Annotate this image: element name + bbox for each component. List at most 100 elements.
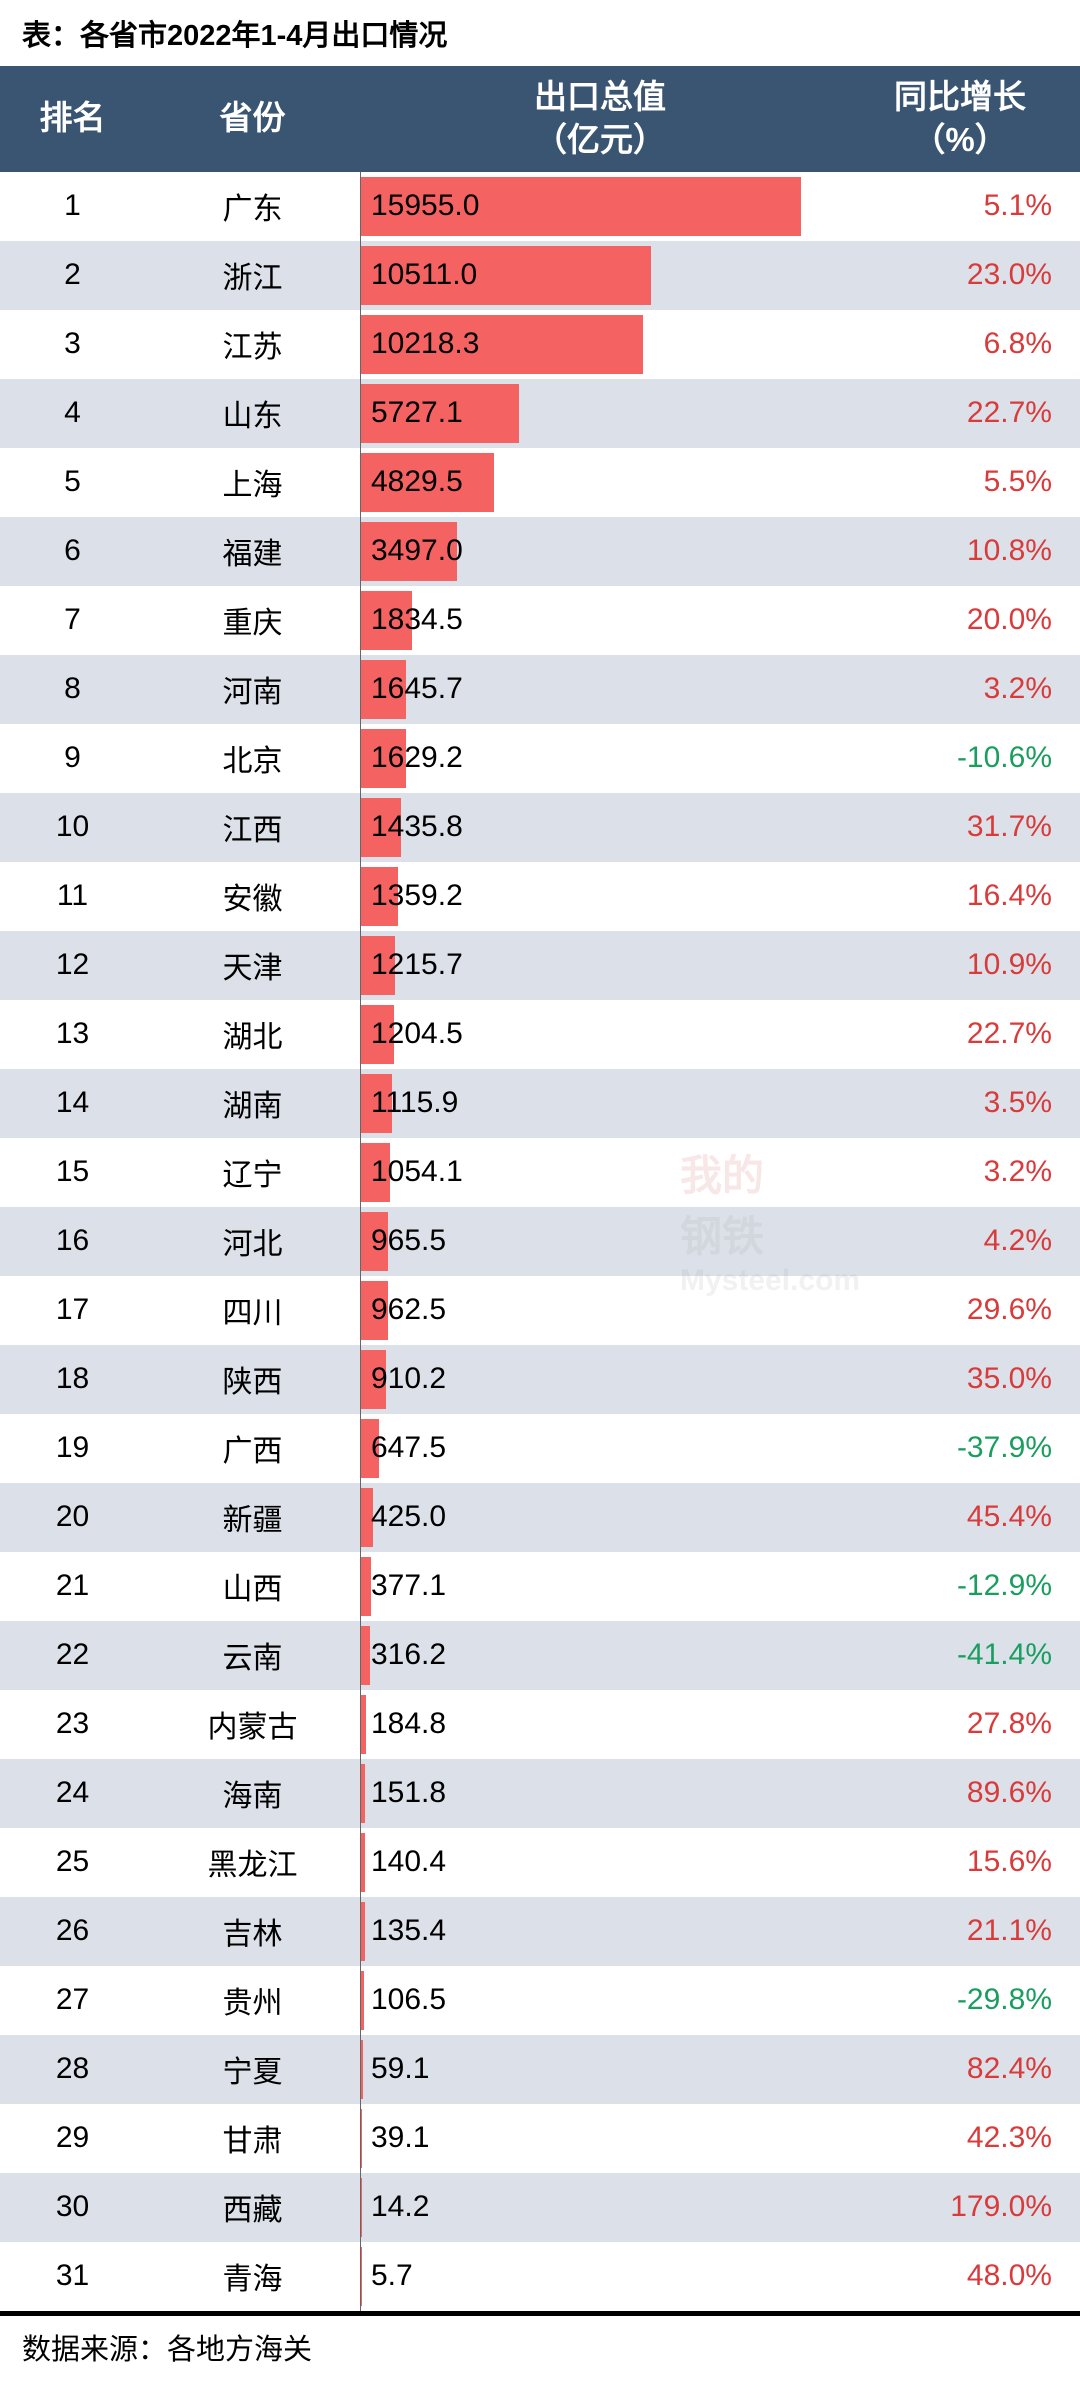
cell-growth: 3.2% <box>840 655 1080 724</box>
cell-rank: 9 <box>0 724 145 793</box>
table-row: 27贵州106.5-29.8% <box>0 1966 1080 2035</box>
cell-growth: 20.0% <box>840 586 1080 655</box>
cell-value: 14.2 <box>360 2173 840 2242</box>
table-row: 17四川962.529.6% <box>0 1276 1080 1345</box>
cell-rank: 16 <box>0 1207 145 1276</box>
cell-value: 3497.0 <box>360 517 840 586</box>
cell-rank: 15 <box>0 1138 145 1207</box>
cell-growth: 45.4% <box>840 1483 1080 1552</box>
cell-province: 浙江 <box>145 241 360 310</box>
table-row: 14湖南1115.93.5% <box>0 1069 1080 1138</box>
cell-growth: 16.4% <box>840 862 1080 931</box>
table-row: 5上海4829.55.5% <box>0 448 1080 517</box>
cell-province: 江苏 <box>145 310 360 379</box>
value-text: 39.1 <box>361 2121 429 2155</box>
value-text: 1645.7 <box>361 672 463 706</box>
value-text: 10218.3 <box>361 327 479 361</box>
cell-rank: 12 <box>0 931 145 1000</box>
table-row: 12天津1215.710.9% <box>0 931 1080 1000</box>
cell-value: 647.5 <box>360 1414 840 1483</box>
cell-province: 河南 <box>145 655 360 724</box>
cell-province: 山东 <box>145 379 360 448</box>
header-province: 省份 <box>145 66 360 172</box>
table-title: 表：各省市2022年1-4月出口情况 <box>0 0 1080 66</box>
table-row: 31青海5.748.0% <box>0 2242 1080 2311</box>
cell-growth: 3.2% <box>840 1138 1080 1207</box>
cell-growth: 29.6% <box>840 1276 1080 1345</box>
cell-value: 1359.2 <box>360 862 840 931</box>
table-row: 24海南151.889.6% <box>0 1759 1080 1828</box>
cell-province: 山西 <box>145 1552 360 1621</box>
value-text: 647.5 <box>361 1431 446 1465</box>
cell-value: 140.4 <box>360 1828 840 1897</box>
value-text: 910.2 <box>361 1362 446 1396</box>
cell-growth: 5.5% <box>840 448 1080 517</box>
table-row: 26吉林135.421.1% <box>0 1897 1080 1966</box>
cell-value: 59.1 <box>360 2035 840 2104</box>
cell-value: 15955.0 <box>360 172 840 241</box>
table-row: 15辽宁1054.13.2% <box>0 1138 1080 1207</box>
value-text: 377.1 <box>361 1569 446 1603</box>
cell-rank: 1 <box>0 172 145 241</box>
cell-value: 10218.3 <box>360 310 840 379</box>
cell-value: 4829.5 <box>360 448 840 517</box>
cell-value: 1834.5 <box>360 586 840 655</box>
cell-growth: -12.9% <box>840 1552 1080 1621</box>
cell-rank: 30 <box>0 2173 145 2242</box>
header-value: 出口总值 （亿元） <box>360 66 840 172</box>
table-row: 29甘肃39.142.3% <box>0 2104 1080 2173</box>
value-text: 1115.9 <box>361 1086 458 1120</box>
cell-province: 福建 <box>145 517 360 586</box>
cell-value: 965.5 <box>360 1207 840 1276</box>
cell-rank: 26 <box>0 1897 145 1966</box>
table-row: 3江苏10218.36.8% <box>0 310 1080 379</box>
value-text: 425.0 <box>361 1500 446 1534</box>
cell-rank: 11 <box>0 862 145 931</box>
table-row: 20新疆425.045.4% <box>0 1483 1080 1552</box>
value-text: 1435.8 <box>361 810 463 844</box>
cell-province: 湖南 <box>145 1069 360 1138</box>
cell-value: 1115.9 <box>360 1069 840 1138</box>
cell-growth: 31.7% <box>840 793 1080 862</box>
cell-rank: 13 <box>0 1000 145 1069</box>
cell-growth: -41.4% <box>840 1621 1080 1690</box>
cell-value: 5727.1 <box>360 379 840 448</box>
cell-province: 西藏 <box>145 2173 360 2242</box>
table-row: 6福建3497.010.8% <box>0 517 1080 586</box>
value-text: 59.1 <box>361 2052 429 2086</box>
cell-growth: -10.6% <box>840 724 1080 793</box>
table-row: 9北京1629.2-10.6% <box>0 724 1080 793</box>
cell-growth: 48.0% <box>840 2242 1080 2311</box>
cell-province: 黑龙江 <box>145 1828 360 1897</box>
cell-value: 1435.8 <box>360 793 840 862</box>
cell-value: 106.5 <box>360 1966 840 2035</box>
cell-growth: -29.8% <box>840 1966 1080 2035</box>
cell-province: 辽宁 <box>145 1138 360 1207</box>
cell-rank: 27 <box>0 1966 145 2035</box>
cell-province: 云南 <box>145 1621 360 1690</box>
cell-rank: 7 <box>0 586 145 655</box>
cell-value: 377.1 <box>360 1552 840 1621</box>
cell-province: 重庆 <box>145 586 360 655</box>
cell-growth: 82.4% <box>840 2035 1080 2104</box>
header-growth: 同比增长 （%） <box>840 66 1080 172</box>
cell-province: 贵州 <box>145 1966 360 2035</box>
cell-value: 135.4 <box>360 1897 840 1966</box>
cell-province: 安徽 <box>145 862 360 931</box>
table-row: 28宁夏59.182.4% <box>0 2035 1080 2104</box>
cell-province: 江西 <box>145 793 360 862</box>
cell-value: 1054.1 <box>360 1138 840 1207</box>
cell-province: 青海 <box>145 2242 360 2311</box>
value-text: 5.7 <box>361 2259 413 2293</box>
value-text: 1359.2 <box>361 879 463 913</box>
cell-growth: 21.1% <box>840 1897 1080 1966</box>
table-row: 22云南316.2-41.4% <box>0 1621 1080 1690</box>
table-row: 8河南1645.73.2% <box>0 655 1080 724</box>
table-row: 1广东15955.05.1% <box>0 172 1080 241</box>
cell-growth: 22.7% <box>840 1000 1080 1069</box>
value-text: 1204.5 <box>361 1017 463 1051</box>
cell-growth: 42.3% <box>840 2104 1080 2173</box>
table-row: 18陕西910.235.0% <box>0 1345 1080 1414</box>
value-text: 1215.7 <box>361 948 463 982</box>
cell-value: 910.2 <box>360 1345 840 1414</box>
